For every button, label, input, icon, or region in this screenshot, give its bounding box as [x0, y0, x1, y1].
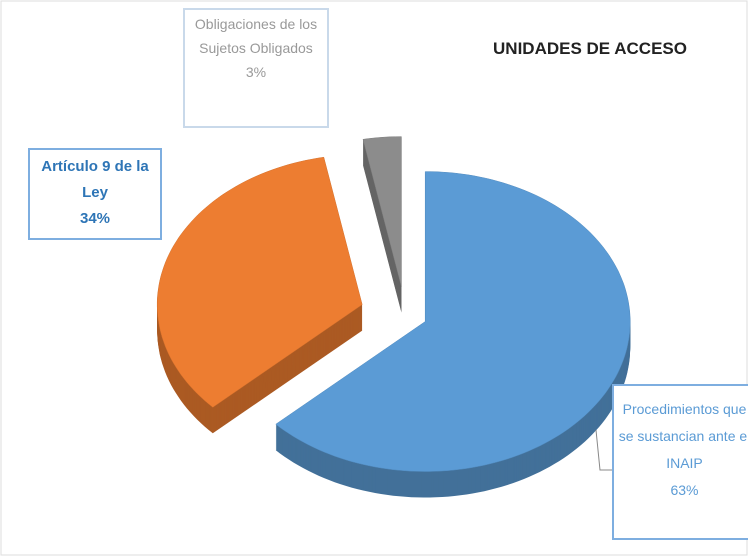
data-label-box: Artículo 9 de la Ley 34%: [28, 148, 162, 240]
label-value: 63%: [670, 482, 699, 498]
slice: [275, 171, 631, 472]
data-label: Artículo 9 de la Ley 34%: [28, 148, 162, 240]
data-label: Obligaciones de los Sujetos Obligados 3%: [183, 8, 329, 128]
data-label-box: Obligaciones de los Sujetos Obligados 3%: [183, 8, 329, 128]
label-category: Artículo 9 de la Ley: [41, 158, 149, 201]
label-value: 3%: [245, 64, 267, 80]
chart-title: UNIDADES DE ACCESO: [493, 39, 687, 58]
slice: [156, 156, 363, 408]
label-category: Procedimientos que se sustancian ante el…: [618, 401, 748, 471]
label-value: 34%: [79, 210, 111, 227]
label-category: Obligaciones de los Sujetos Obligados: [194, 16, 318, 56]
slice: [362, 136, 402, 287]
leader-line: [595, 429, 612, 471]
data-label: Procedimientos que se sustancian ante el…: [612, 384, 748, 540]
data-label-box: Procedimientos que se sustancian ante el…: [612, 384, 748, 540]
